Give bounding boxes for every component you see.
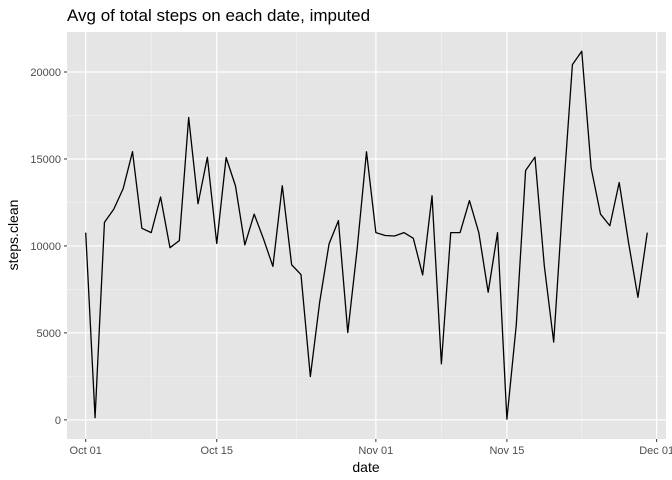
y-tick-label: 15000 (30, 154, 61, 166)
plot-panel (67, 32, 666, 439)
y-axis-title: steps.clean (5, 200, 21, 271)
y-tick-label: 5000 (37, 328, 61, 340)
x-tick-label: Oct 15 (201, 445, 233, 457)
minor-gridlines (67, 32, 666, 439)
y-tick-label: 20000 (30, 67, 61, 79)
x-tick-label: Dec 01 (639, 445, 672, 457)
x-tick-label: Oct 01 (70, 445, 102, 457)
x-axis: Oct 01 Oct 15 Nov 01 Nov 15 Dec 01 (70, 439, 672, 457)
x-tick-label: Nov 01 (358, 445, 393, 457)
y-tick-label: 10000 (30, 241, 61, 253)
x-axis-title: date (352, 459, 379, 475)
x-tick-label: Nov 15 (489, 445, 524, 457)
chart-title: Avg of total steps on each date, imputed (67, 6, 370, 25)
y-tick-label: 0 (55, 415, 61, 427)
y-axis: 0 5000 10000 15000 20000 (30, 67, 67, 427)
series-line (85, 50, 648, 420)
